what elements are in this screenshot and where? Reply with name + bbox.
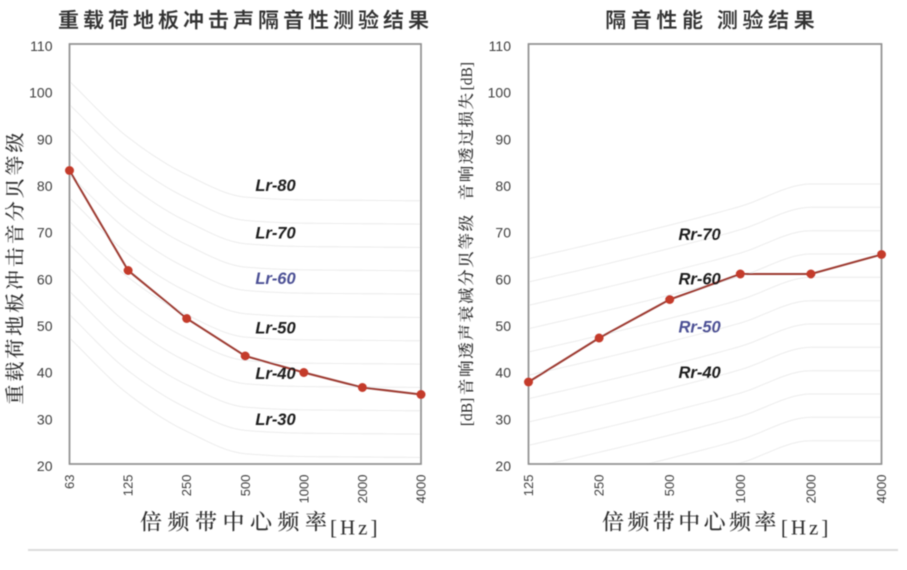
- svg-text:80: 80: [495, 178, 511, 194]
- svg-text:110: 110: [30, 38, 53, 54]
- svg-text:80: 80: [37, 178, 53, 194]
- svg-text:500: 500: [238, 475, 253, 497]
- svg-text:50: 50: [37, 318, 53, 334]
- svg-text:20: 20: [37, 458, 53, 474]
- svg-text:Lr-50: Lr-50: [255, 319, 296, 337]
- svg-text:[dB]: [dB]: [459, 398, 476, 426]
- svg-text:[dB]: [dB]: [459, 62, 476, 90]
- svg-text:125: 125: [121, 475, 136, 497]
- svg-text:40: 40: [495, 365, 511, 381]
- svg-text:20: 20: [495, 458, 511, 474]
- svg-text:100: 100: [29, 85, 53, 101]
- svg-text:2000: 2000: [803, 475, 818, 504]
- svg-text:30: 30: [495, 411, 511, 427]
- svg-text:110: 110: [489, 38, 512, 54]
- svg-text:2000: 2000: [355, 475, 370, 504]
- svg-text:Rr-70: Rr-70: [679, 226, 722, 244]
- svg-text:Rr-40: Rr-40: [679, 364, 722, 382]
- svg-text:30: 30: [37, 411, 53, 427]
- svg-text:70: 70: [495, 225, 511, 241]
- svg-text:90: 90: [37, 131, 53, 147]
- svg-text:Lr-40: Lr-40: [255, 365, 296, 383]
- svg-text:60: 60: [495, 271, 511, 287]
- svg-text:4000: 4000: [874, 475, 889, 504]
- svg-text:Rr-60: Rr-60: [679, 270, 722, 288]
- svg-text:500: 500: [662, 475, 677, 497]
- svg-text:[Hz]: [Hz]: [330, 516, 380, 540]
- svg-text:90: 90: [495, 131, 511, 147]
- svg-text:125: 125: [521, 475, 536, 497]
- svg-text:250: 250: [179, 475, 194, 497]
- svg-text:1000: 1000: [733, 475, 748, 504]
- svg-text:Rr-50: Rr-50: [679, 318, 722, 336]
- svg-text:60: 60: [37, 271, 53, 287]
- svg-text:4000: 4000: [414, 475, 429, 504]
- svg-text:100: 100: [488, 85, 512, 101]
- svg-text:40: 40: [37, 365, 53, 381]
- svg-text:1000: 1000: [296, 475, 311, 504]
- svg-text:Lr-60: Lr-60: [255, 270, 296, 288]
- svg-text:Lr-70: Lr-70: [255, 224, 296, 242]
- svg-text:70: 70: [37, 225, 53, 241]
- svg-text:63: 63: [62, 475, 77, 489]
- svg-text:Lr-30: Lr-30: [255, 411, 296, 429]
- svg-text:[Hz]: [Hz]: [781, 516, 831, 540]
- svg-text:50: 50: [495, 318, 511, 334]
- svg-text:250: 250: [592, 475, 607, 497]
- svg-text:Lr-80: Lr-80: [255, 177, 296, 195]
